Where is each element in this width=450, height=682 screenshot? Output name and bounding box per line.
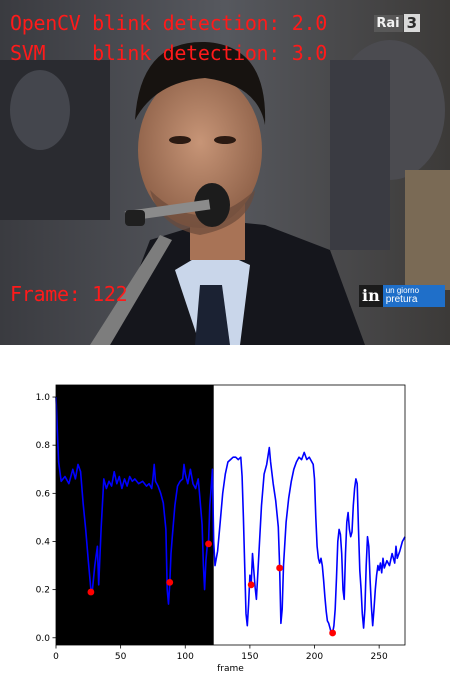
blink-marker-1 [166, 579, 174, 586]
y-tick-label-4: 0.8 [36, 441, 51, 451]
broadcast-scene-image [0, 0, 450, 345]
opencv-blink-count-text: OpenCV blink detection: 2.0 [10, 11, 328, 35]
blink-marker-3 [247, 581, 255, 589]
channel-logo-text: Rai [374, 14, 403, 32]
show-logo-line1: un giorno [385, 286, 420, 295]
channel-logo: Rai 3 [374, 14, 420, 32]
show-logo: in un giorno pretura [359, 285, 445, 307]
y-tick-label-0: 0.0 [36, 634, 51, 644]
svm-blink-count-text: SVM blink detection: 3.0 [10, 41, 328, 65]
y-tick-label-3: 0.6 [36, 489, 51, 499]
series-group [55, 396, 406, 634]
x-tick-label-4: 200 [306, 652, 323, 662]
show-logo-mark: in [359, 285, 383, 307]
video-frame: OpenCV blink detection: 2.0 SVM blink de… [0, 0, 450, 345]
blink-marker-2 [205, 540, 212, 548]
plot-frame [55, 384, 406, 646]
y-tick-label-5: 1.0 [36, 393, 51, 403]
blink-marker-0 [87, 588, 95, 596]
x-tick-label-5: 250 [371, 652, 388, 662]
blink-score-chart: 0 50 100 150 200 250 0.0 0.2 0.4 0.6 0.8 1.0 frame [0, 345, 450, 682]
x-tick-label-2: 100 [177, 652, 194, 662]
y-axis-ticks: 0.0 0.2 0.4 0.6 0.8 1.0 [36, 393, 56, 644]
x-axis-label: frame [217, 664, 244, 674]
blink-marker-5 [329, 629, 337, 637]
series-line-0 [55, 396, 406, 634]
show-logo-line2: pretura [385, 294, 418, 305]
show-logo-title: un giorno pretura [382, 285, 445, 307]
chart-canvas: 0 50 100 150 200 250 0.0 0.2 0.4 0.6 0.8 1.0 frame [36, 384, 406, 674]
frame-counter-text: Frame: 122 [10, 282, 128, 306]
x-tick-label-3: 150 [241, 652, 258, 662]
blink-marker-4 [276, 564, 284, 572]
channel-logo-number: 3 [403, 14, 420, 32]
marker-group [87, 540, 337, 637]
x-tick-label-1: 50 [115, 652, 127, 662]
x-tick-label-0: 0 [53, 652, 59, 662]
shaded-region [56, 385, 214, 645]
y-tick-label-2: 0.4 [36, 537, 51, 547]
x-axis-ticks: 0 50 100 150 200 250 [53, 645, 388, 662]
y-tick-label-1: 0.2 [36, 586, 50, 596]
